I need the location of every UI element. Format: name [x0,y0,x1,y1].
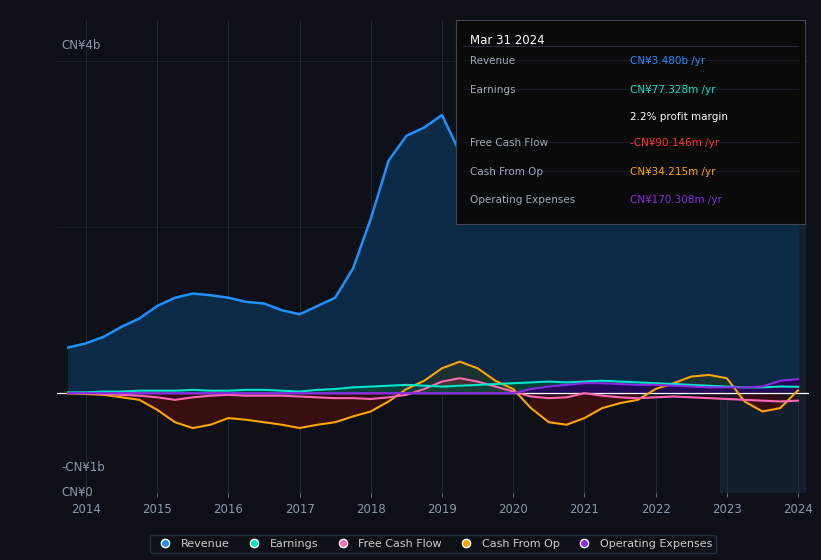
Text: CN¥0: CN¥0 [62,486,93,500]
Text: CN¥77.328m /yr: CN¥77.328m /yr [631,85,716,95]
Text: -CN¥1b: -CN¥1b [62,461,105,474]
Text: Operating Expenses: Operating Expenses [470,195,575,206]
Text: -CN¥90.146m /yr: -CN¥90.146m /yr [631,138,719,148]
Bar [720,20,805,493]
Text: Cash From Op: Cash From Op [470,167,543,177]
Text: Mar 31 2024: Mar 31 2024 [470,34,544,47]
Text: CN¥3.480b /yr: CN¥3.480b /yr [631,57,705,67]
Legend: Revenue, Earnings, Free Cash Flow, Cash From Op, Operating Expenses: Revenue, Earnings, Free Cash Flow, Cash … [149,535,717,553]
Text: Earnings: Earnings [470,85,515,95]
Text: CN¥170.308m /yr: CN¥170.308m /yr [631,195,722,206]
Text: Free Cash Flow: Free Cash Flow [470,138,548,148]
Text: CN¥4b: CN¥4b [62,39,101,52]
Text: CN¥34.215m /yr: CN¥34.215m /yr [631,167,716,177]
Text: Revenue: Revenue [470,57,515,67]
Text: 2.2% profit margin: 2.2% profit margin [631,111,728,122]
